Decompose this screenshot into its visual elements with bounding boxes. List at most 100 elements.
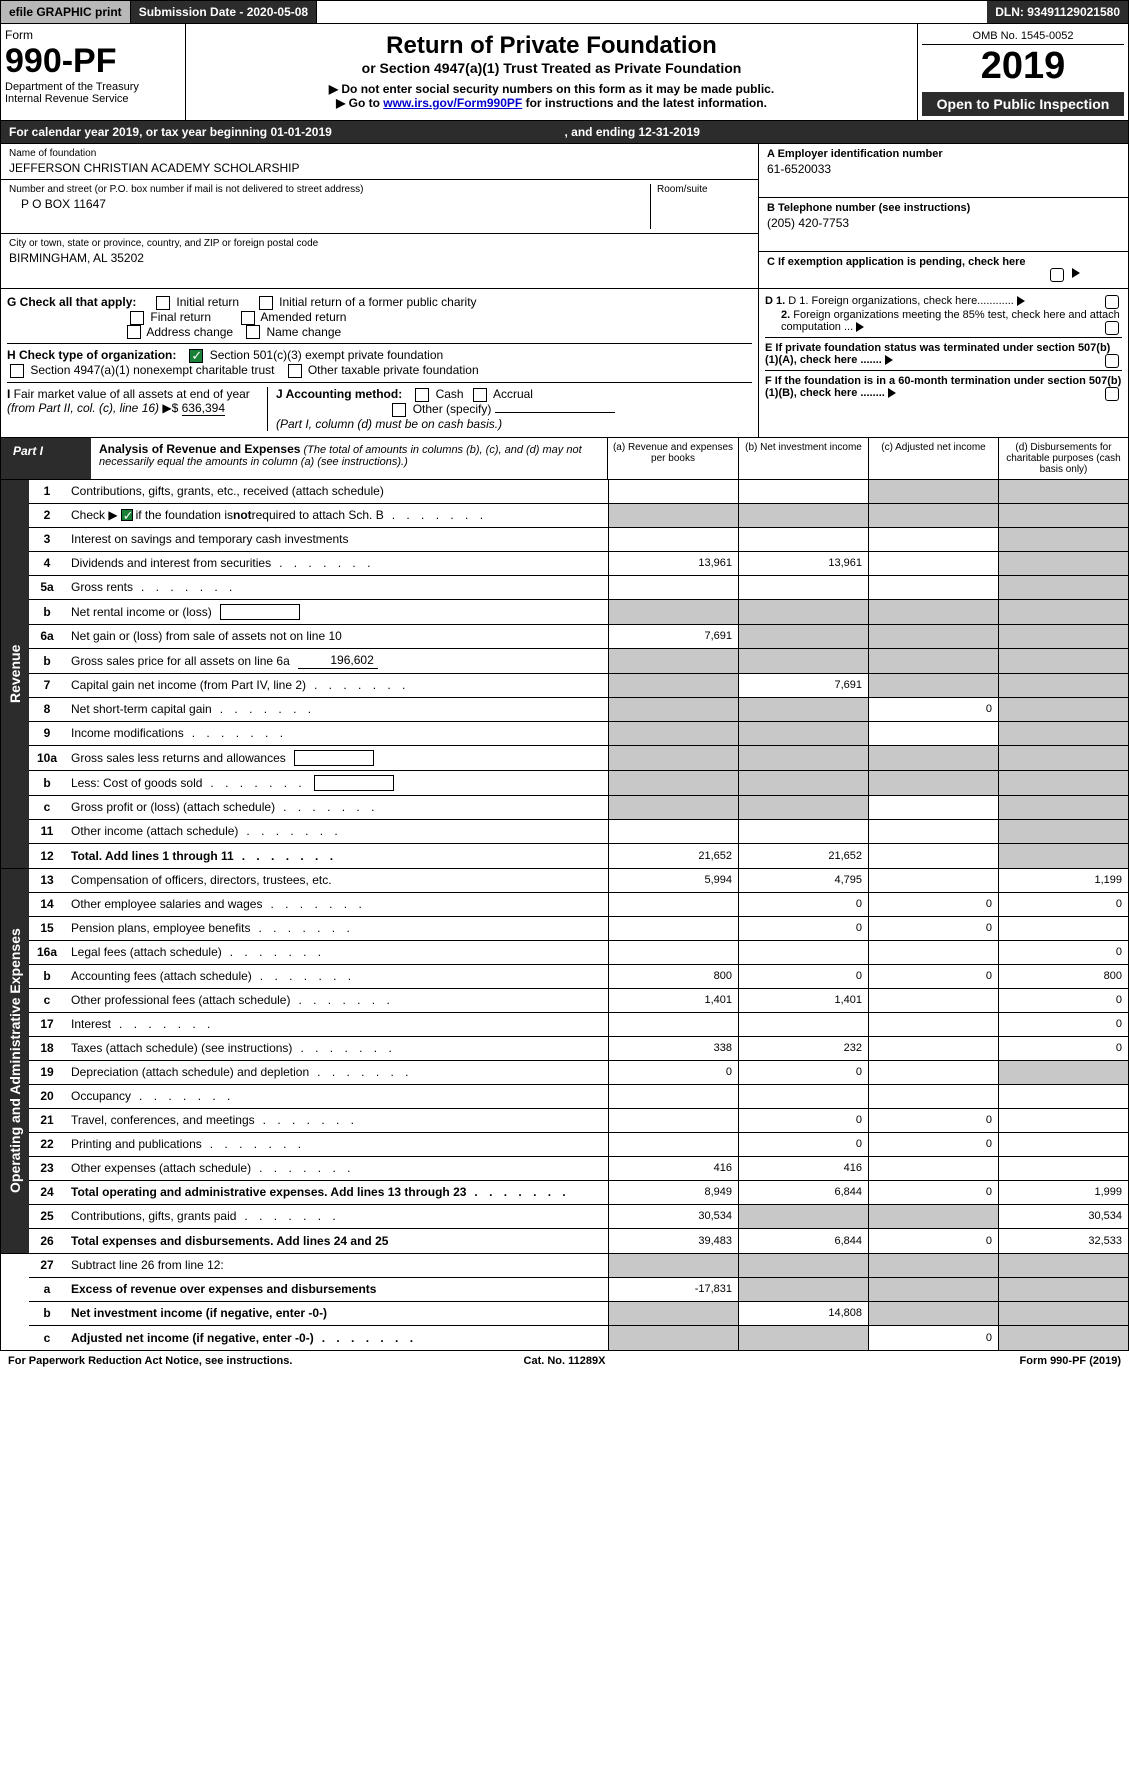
table-row: bLess: Cost of goods sold. . . . . . . [29,771,1128,796]
cell-a [608,480,738,503]
cell-dd [998,480,1128,503]
cell-b [738,941,868,964]
form990pf-link[interactable]: www.irs.gov/Form990PF [383,96,522,110]
table-row: 8Net short-term capital gain. . . . . . … [29,698,1128,722]
cal-begin: For calendar year 2019, or tax year begi… [9,125,565,139]
cell-a: 338 [608,1037,738,1060]
addr-change-chk[interactable] [127,325,141,339]
cell-dd: 0 [998,941,1128,964]
cell-c: 0 [868,1229,998,1253]
arrow-icon [856,322,864,332]
cell-b [738,480,868,503]
g-row: G Check all that apply: Initial return I… [7,295,752,339]
cell-dd [998,844,1128,868]
cell-a: 8,949 [608,1181,738,1204]
cash-chk[interactable] [415,388,429,402]
row-number: 21 [29,1109,65,1132]
row-number: 26 [29,1229,65,1253]
other-acc-chk[interactable] [392,403,406,417]
dln: DLN: 93491129021580 [987,1,1128,23]
e-chk[interactable] [1105,354,1119,368]
cell-b [738,649,868,673]
dots: . . . . . . . [317,1065,412,1079]
cell-c: 0 [868,698,998,721]
f-chk[interactable] [1105,387,1119,401]
table-row: 15Pension plans, employee benefits. . . … [29,917,1128,941]
note2-post: for instructions and the latest informat… [522,96,767,110]
row-desc: Total operating and administrative expen… [65,1181,608,1204]
dots: . . . . . . . [270,897,365,911]
d1-chk[interactable] [1105,295,1119,309]
cell-dd: 1,999 [998,1181,1128,1204]
g-amended: Amended return [260,310,346,324]
cell-c: 0 [868,1326,998,1350]
cell-a: -17,831 [608,1278,738,1301]
dots: . . . . . . . [139,1089,234,1103]
row-desc: Income modifications. . . . . . . [65,722,608,745]
cell-b: 0 [738,1109,868,1132]
name-change-chk[interactable] [246,325,260,339]
row-number: 25 [29,1205,65,1228]
table-row: 9Income modifications. . . . . . . [29,722,1128,746]
room-label: Room/suite [657,184,750,195]
table-row: 25Contributions, gifts, grants paid. . .… [29,1205,1128,1229]
dots: . . . . . . . [210,776,305,790]
table-row: 26Total expenses and disbursements. Add … [29,1229,1128,1253]
j-note: (Part I, column (d) must be on cash basi… [276,417,502,431]
amended-chk[interactable] [241,311,255,325]
dots: . . . . . . . [210,1137,305,1151]
table-row: 6aNet gain or (loss) from sale of assets… [29,625,1128,649]
initial-return-chk[interactable] [156,296,170,310]
form-number: 990-PF [5,42,181,81]
cal-end: , and ending 12-31-2019 [565,125,1121,139]
row-number: 19 [29,1061,65,1084]
table-row: 17Interest. . . . . . .0 [29,1013,1128,1037]
row-desc: Excess of revenue over expenses and disb… [65,1278,608,1301]
c-checkbox[interactable] [1050,268,1064,282]
arrow-icon [1072,268,1080,278]
row-number: 14 [29,893,65,916]
row-desc: Less: Cost of goods sold. . . . . . . [65,771,608,795]
cell-a: 1,401 [608,989,738,1012]
s501-chk[interactable] [189,349,203,363]
row-number: 27 [29,1254,65,1277]
dots: . . . . . . . [314,678,409,692]
cell-dd [998,820,1128,843]
cell-c [868,625,998,648]
d2-chk[interactable] [1105,321,1119,335]
cell-a: 39,483 [608,1229,738,1253]
g-final: Final return [150,310,211,324]
dots: . . . . . . . [279,556,374,570]
table-row: 12Total. Add lines 1 through 11. . . . .… [29,844,1128,868]
inline-input: 196,602 [298,653,378,669]
j-cash: Cash [436,387,464,401]
row-number: c [29,796,65,819]
row-desc: Other income (attach schedule). . . . . … [65,820,608,843]
initial-former-chk[interactable] [259,296,273,310]
cell-b [738,796,868,819]
efile-print-btn[interactable]: efile GRAPHIC print [1,1,131,23]
dots: . . . . . . . [230,945,325,959]
cell-c [868,528,998,551]
row-desc: Adjusted net income (if negative, enter … [65,1326,608,1350]
dots: . . . . . . . [192,726,287,740]
footer-center: Cat. No. 11289X [379,1355,750,1367]
cell-a [608,698,738,721]
d1-text: D 1. Foreign organizations, check here..… [788,295,1014,307]
s4947-chk[interactable] [10,364,24,378]
accrual-chk[interactable] [473,388,487,402]
row-number: 16a [29,941,65,964]
col-d: (d) Disbursements for charitable purpose… [998,438,1128,479]
cell-a: 800 [608,965,738,988]
note-link: ▶ Go to www.irs.gov/Form990PF for instru… [194,96,909,110]
cell-dd [998,1061,1128,1084]
final-return-chk[interactable] [130,311,144,325]
cell-c [868,722,998,745]
e-text: E If private foundation status was termi… [765,342,1110,366]
cell-dd [998,1085,1128,1108]
cell-a [608,1254,738,1277]
other-taxable-chk[interactable] [288,364,302,378]
row-desc: Interest. . . . . . . [65,1013,608,1036]
row-desc: Other employee salaries and wages. . . .… [65,893,608,916]
revenue-table: Revenue 1Contributions, gifts, grants, e… [0,480,1129,869]
